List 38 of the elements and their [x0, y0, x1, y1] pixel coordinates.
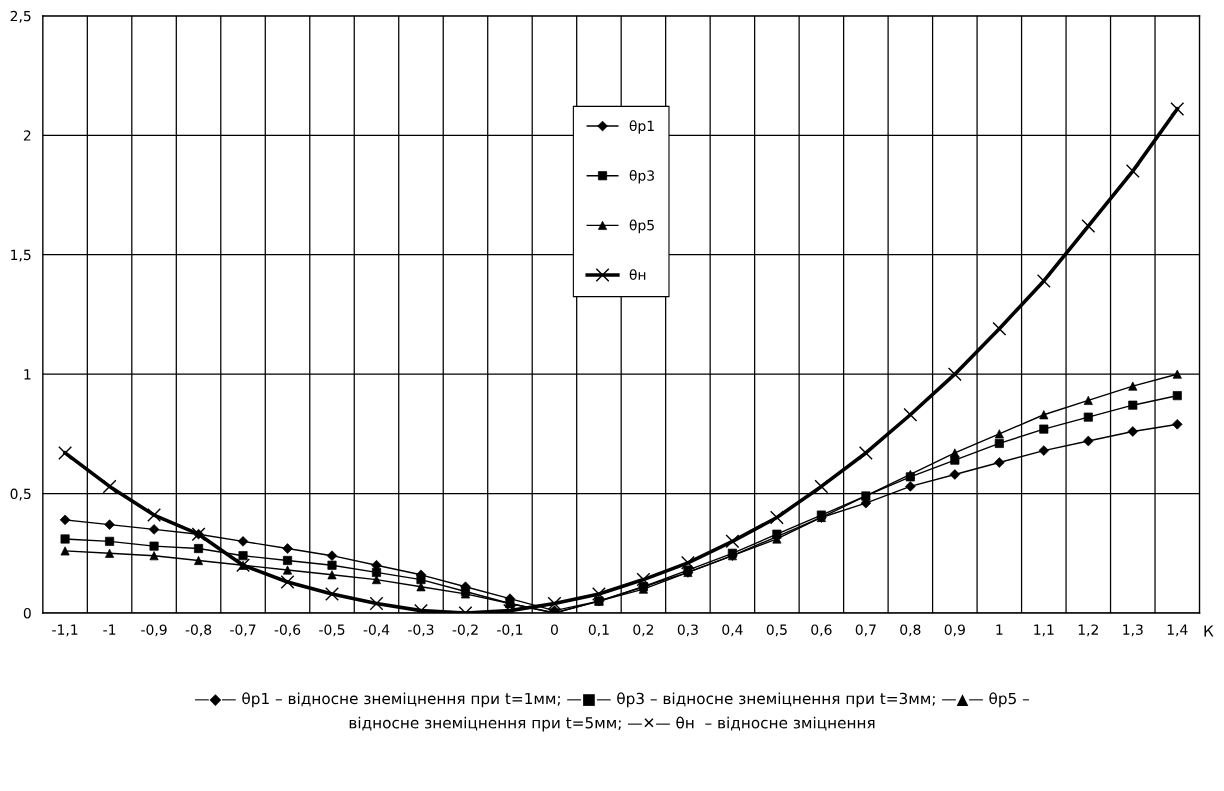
x-tick-label: -0,1 — [497, 624, 523, 637]
x-tick-label: -0,7 — [230, 624, 256, 637]
y-tick-label: 1,5 — [11, 249, 31, 262]
x-tick-label: 1 — [996, 624, 1003, 635]
x-tick-label: -0,8 — [185, 624, 212, 637]
x-tick-label: -1 — [103, 624, 116, 635]
legend-label: θр5 — [629, 219, 654, 234]
x-tick-label: -0,3 — [408, 624, 434, 637]
x-tick-label: 1,4 — [1167, 624, 1188, 637]
x-tick-label: -0,5 — [319, 624, 345, 637]
y-tick-label: 1 — [24, 369, 31, 380]
y-tick-label: 0 — [23, 607, 31, 619]
x-tick-label: 0,1 — [588, 624, 609, 637]
legend-label: θн — [629, 269, 646, 280]
x-tick-label: -0,9 — [141, 624, 167, 637]
x-tick-label: 1,1 — [1034, 624, 1054, 637]
x-tick-label: 0,4 — [722, 624, 743, 637]
y-tick-label: 2 — [23, 130, 31, 141]
x-tick-label: 1,2 — [1078, 624, 1098, 637]
x-tick-label: 1,3 — [1123, 624, 1143, 637]
x-tick-label: 0,8 — [900, 624, 921, 637]
x-tick-label: -0,4 — [363, 624, 390, 637]
x-tick-label: -0,2 — [452, 624, 478, 637]
text: —◆— θр1 – відносне знеміцнення при t=1мм; —■— θр3 – відносне знеміцнення при t=3мм; —▲— θр5 – відносне знеміцнення при t=5мм; —✕— θн – відносне зміцнення — [195, 692, 1030, 732]
legend-label: θр1 — [629, 120, 654, 134]
y-tick-label: 2,5 — [10, 10, 31, 23]
x-tick-label: 0,9 — [944, 624, 965, 637]
x-tick-label: 0,6 — [811, 624, 832, 637]
legend-label: θр3 — [629, 169, 654, 184]
y-tick-label: 0,5 — [10, 488, 31, 501]
x-tick-label: 0,5 — [766, 624, 787, 637]
x-tick-label: 0,7 — [855, 624, 876, 637]
x-tick-label: -0,6 — [274, 624, 301, 637]
x-axis-title: К — [1204, 625, 1214, 637]
x-tick-label: 0,3 — [677, 624, 698, 637]
x-tick-label: 0,2 — [633, 624, 654, 637]
x-tick-label: 0 — [550, 624, 558, 635]
x-tick-label: -1,1 — [52, 624, 78, 637]
